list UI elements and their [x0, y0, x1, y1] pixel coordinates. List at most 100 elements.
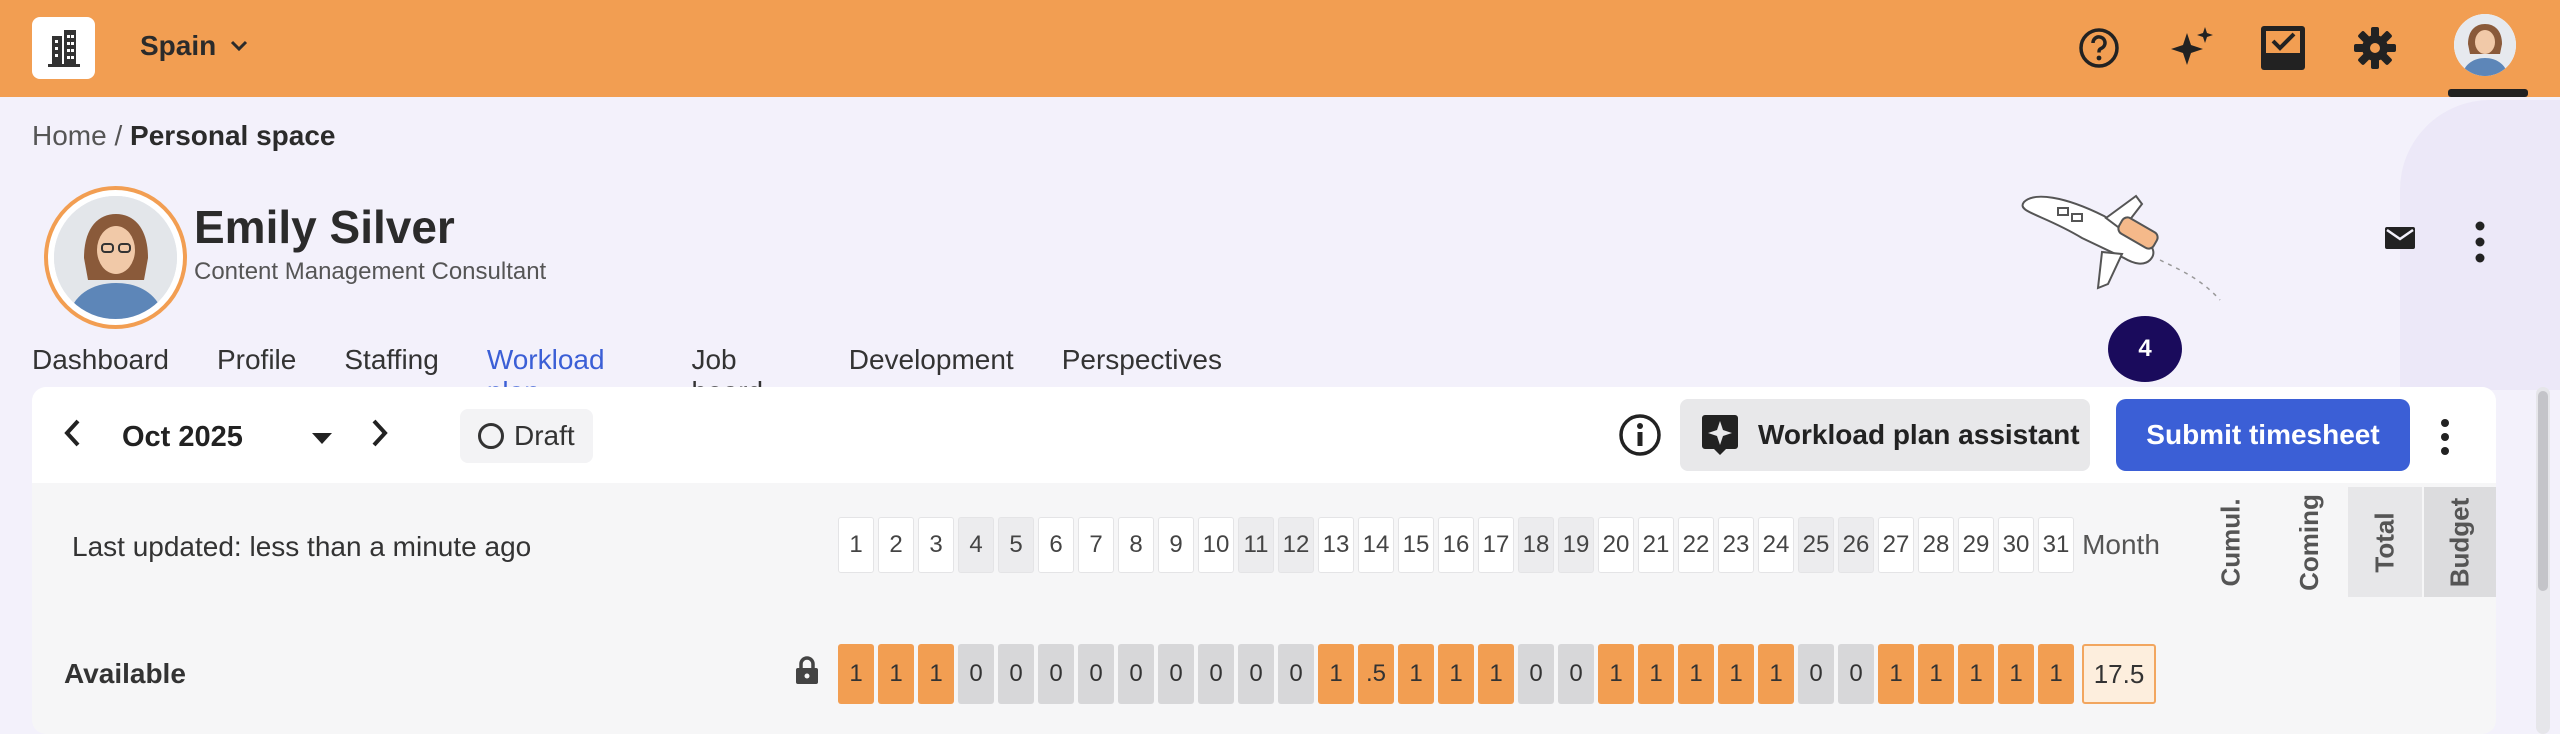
available-day-cell[interactable]: 1	[2038, 644, 2074, 704]
available-day-cell[interactable]: 0	[1558, 644, 1594, 704]
last-updated-text: Last updated: less than a minute ago	[72, 531, 532, 562]
day-header: 29	[1958, 517, 1994, 573]
column-budget: Budget	[2424, 487, 2496, 597]
month-label[interactable]: Oct 2025	[122, 421, 243, 453]
day-header: 20	[1598, 517, 1634, 573]
day-header: 15	[1398, 517, 1434, 573]
scrollbar-thumb[interactable]	[2538, 391, 2548, 591]
available-day-cell[interactable]: 0	[958, 644, 994, 704]
tab-perspectives[interactable]: Perspectives	[1061, 344, 1222, 375]
day-header: 12	[1278, 517, 1314, 573]
more-options-icon[interactable]	[2438, 417, 2452, 462]
available-day-cell[interactable]: 0	[1198, 644, 1234, 704]
available-day-cell[interactable]: 1	[1918, 644, 1954, 704]
day-header: 27	[1878, 517, 1914, 573]
column-total: Total	[2348, 487, 2422, 597]
available-day-cell[interactable]: 1	[1318, 644, 1354, 704]
notification-badge[interactable]: 4	[2108, 316, 2182, 382]
available-day-cell[interactable]: 1	[1758, 644, 1794, 704]
available-day-cell[interactable]: 1	[1998, 644, 2034, 704]
breadcrumb: Home / Personal space	[32, 120, 336, 152]
more-options-icon[interactable]	[2472, 220, 2488, 269]
available-day-cell[interactable]: 1	[1678, 644, 1714, 704]
day-header: 25	[1798, 517, 1834, 573]
building-icon[interactable]	[32, 17, 95, 79]
day-header: 16	[1438, 517, 1474, 573]
tab-development[interactable]: Development	[848, 344, 1014, 375]
workload-card: Oct 2025 Draft Workload plan assistant S…	[32, 387, 2496, 734]
help-icon[interactable]	[2074, 23, 2124, 73]
available-day-cell[interactable]: 0	[1038, 644, 1074, 704]
day-header-row: 1 2 3 4 5 6 7 8 9 10 11 12 13 14 15 16 17 18 19 20 21 22 23 24 2…	[838, 517, 2160, 573]
day-header: 2	[878, 517, 914, 573]
tab-profile[interactable]: Profile	[216, 344, 297, 375]
profile-avatar	[44, 186, 187, 329]
available-day-cell[interactable]: 0	[1078, 644, 1114, 704]
available-day-cell[interactable]: 0	[1278, 644, 1314, 704]
submit-timesheet-button[interactable]: Submit timesheet	[2116, 399, 2410, 471]
status-label: Draft	[514, 420, 575, 451]
country-label: Spain	[140, 30, 217, 61]
available-day-cell[interactable]: 1	[1398, 644, 1434, 704]
available-day-cell[interactable]: 1	[1958, 644, 1994, 704]
available-day-cell[interactable]: 0	[1238, 644, 1274, 704]
draft-circle-icon	[478, 423, 504, 449]
next-month-icon[interactable]	[368, 417, 390, 454]
day-header: 23	[1718, 517, 1754, 573]
available-day-cell[interactable]: 1	[1598, 644, 1634, 704]
day-header: 11	[1238, 517, 1274, 573]
workload-toolbar: Oct 2025 Draft Workload plan assistant S…	[32, 387, 2496, 483]
available-day-cell[interactable]: 0	[1118, 644, 1154, 704]
day-header: 3	[918, 517, 954, 573]
available-day-cell[interactable]: 1	[1638, 644, 1674, 704]
day-header: 4	[958, 517, 994, 573]
profile-name: Emily Silver	[194, 201, 455, 253]
info-icon[interactable]	[1618, 413, 1662, 462]
day-header: 6	[1038, 517, 1074, 573]
gear-icon[interactable]	[2350, 23, 2400, 73]
available-day-cell[interactable]: 1	[838, 644, 874, 704]
available-day-cell[interactable]: 1	[1878, 644, 1914, 704]
available-day-cell[interactable]: 1	[1718, 644, 1754, 704]
workload-assistant-button[interactable]: Workload plan assistant	[1680, 399, 2090, 471]
available-day-cell[interactable]: 1	[918, 644, 954, 704]
scrollbar[interactable]	[2536, 387, 2550, 734]
rocket-illustration	[2021, 194, 2221, 301]
breadcrumb-separator: /	[114, 120, 123, 151]
day-header: 22	[1678, 517, 1714, 573]
lock-icon[interactable]	[794, 655, 820, 690]
tab-staffing[interactable]: Staffing	[344, 344, 439, 375]
day-header: 30	[1998, 517, 2034, 573]
available-day-cell[interactable]: 1	[1438, 644, 1474, 704]
breadcrumb-current: Personal space	[130, 120, 336, 151]
available-day-cell[interactable]: 0	[1518, 644, 1554, 704]
assistant-icon	[1702, 415, 1738, 455]
day-header: 7	[1078, 517, 1114, 573]
breadcrumb-home[interactable]: Home	[32, 120, 107, 151]
active-indicator	[2448, 89, 2528, 97]
day-header: 26	[1838, 517, 1874, 573]
day-header: 28	[1918, 517, 1954, 573]
tasks-icon[interactable]	[2258, 23, 2308, 73]
available-day-cell[interactable]: 1	[878, 644, 914, 704]
country-selector[interactable]: Spain	[140, 30, 248, 62]
day-header: 24	[1758, 517, 1794, 573]
mail-icon[interactable]	[2384, 226, 2416, 255]
profile-title: Content Management Consultant	[194, 258, 547, 285]
status-badge[interactable]: Draft	[460, 409, 593, 463]
user-avatar[interactable]	[2454, 14, 2516, 76]
tab-dashboard[interactable]: Dashboard	[32, 344, 169, 375]
available-day-cell[interactable]: 0	[1838, 644, 1874, 704]
day-header: 14	[1358, 517, 1394, 573]
available-day-cell[interactable]: .5	[1358, 644, 1394, 704]
day-header: 19	[1558, 517, 1594, 573]
available-day-cell[interactable]: 1	[1478, 644, 1514, 704]
sparkle-icon[interactable]	[2167, 23, 2217, 73]
available-day-cell[interactable]: 0	[998, 644, 1034, 704]
available-day-cell[interactable]: 0	[1798, 644, 1834, 704]
previous-month-icon[interactable]	[62, 417, 84, 454]
month-dropdown-icon[interactable]	[310, 431, 334, 450]
available-month-total: 17.5	[2082, 644, 2156, 704]
available-day-cell[interactable]: 0	[1158, 644, 1194, 704]
day-header: 21	[1638, 517, 1674, 573]
